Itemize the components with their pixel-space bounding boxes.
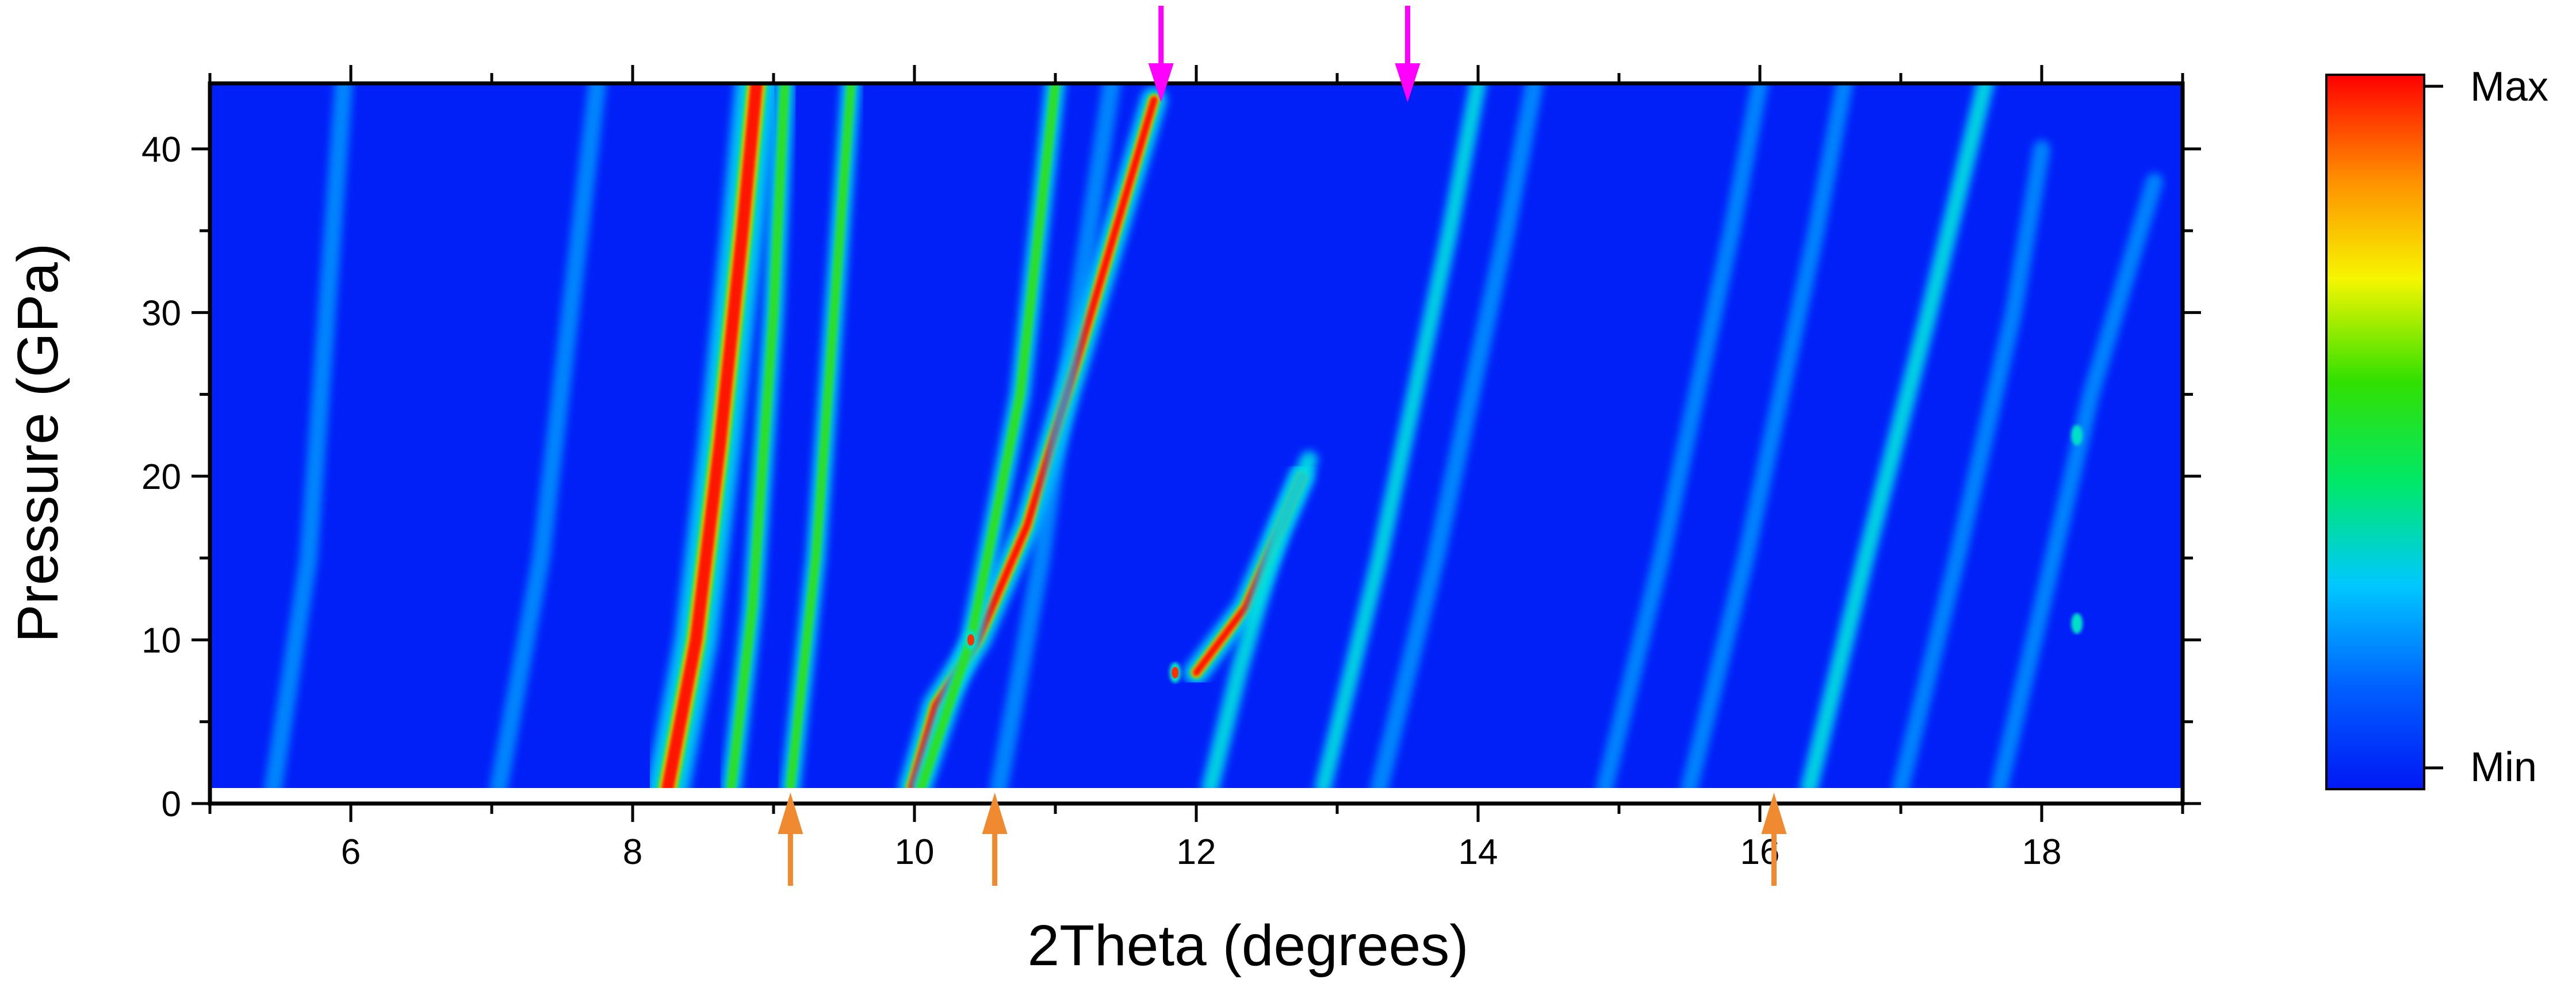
arrow-head — [982, 793, 1008, 834]
diffraction-line — [264, 83, 353, 788]
diffraction-line — [780, 83, 862, 788]
diffraction-spot — [1169, 662, 1181, 683]
y-tick-label: 30 — [141, 293, 181, 333]
diffraction-line — [1799, 83, 1995, 788]
diffraction-line-stroke — [1681, 83, 1853, 788]
diffraction-line-stroke — [726, 83, 790, 788]
diffraction-spot — [965, 629, 977, 651]
arrow-head — [1761, 793, 1787, 834]
y-tick-label: 40 — [141, 130, 181, 170]
x-tick-label: 12 — [1177, 832, 1216, 872]
spot-halo — [2071, 613, 2083, 634]
x-tick-label: 18 — [2022, 832, 2062, 872]
diffraction-line — [990, 83, 1121, 788]
x-axis-title: 2Theta (degrees) — [1027, 913, 1468, 978]
diffraction-line-stroke — [1892, 140, 2050, 788]
arrow-head — [1395, 63, 1421, 102]
annotation-arrows — [778, 6, 1787, 886]
diffraction-line — [645, 83, 779, 788]
y-tick-label: 10 — [141, 621, 181, 660]
peak-arrow-up — [1761, 793, 1787, 886]
peak-arrow-up — [982, 793, 1008, 886]
diffraction-line — [1991, 173, 2163, 788]
diffraction-line — [489, 83, 607, 788]
x-tick-label: 14 — [1459, 832, 1498, 872]
y-axis-ticks: 0 10 20 30 40 — [141, 130, 2201, 824]
diffraction-spot — [2071, 424, 2083, 446]
diffraction-line — [1596, 83, 1769, 788]
y-axis-title: Pressure (GPa) — [6, 243, 70, 643]
diffraction-line-stroke — [661, 83, 763, 788]
x-tick-label: 10 — [895, 832, 935, 872]
colorbar-max-label: Max — [2470, 64, 2548, 110]
diffraction-line — [1370, 83, 1544, 788]
spot-core — [1172, 667, 1179, 679]
diffraction-line — [720, 83, 796, 788]
diffraction-line — [1892, 140, 2050, 788]
diffraction-line-stroke — [1370, 83, 1544, 788]
diffraction-line — [1200, 450, 1319, 788]
diffraction-line-stroke — [1205, 454, 1315, 788]
diffraction-line-stroke — [908, 95, 1158, 788]
diffraction-spots — [965, 424, 2083, 683]
spot-core — [967, 634, 974, 646]
arrow-head — [1148, 63, 1174, 102]
diffraction-lines — [264, 83, 2163, 788]
peak-arrow-up — [778, 793, 803, 886]
arrow-head — [778, 793, 803, 834]
x-axis-ticks: 6 8 10 12 14 16 18 — [208, 65, 2184, 872]
diffraction-line-stroke — [1991, 173, 2163, 788]
diffraction-line-stroke — [1804, 83, 1991, 788]
diffraction-line-stroke — [1596, 83, 1769, 788]
diffraction-line — [1314, 83, 1488, 788]
pressure-arrow-down — [1395, 6, 1421, 102]
diffraction-line — [910, 83, 1066, 788]
x-tick-label: 6 — [341, 832, 361, 872]
diffraction-line-stroke — [489, 83, 607, 788]
colorbar-bar — [2325, 74, 2425, 790]
y-tick-label: 0 — [162, 785, 181, 824]
diffraction-line — [1681, 83, 1853, 788]
diffraction-line-stroke — [786, 83, 856, 788]
diffraction-line — [898, 86, 1168, 788]
diffraction-line-stroke — [917, 83, 1060, 788]
diffraction-line-stroke — [264, 83, 353, 788]
diffraction-line-stroke — [1318, 83, 1483, 788]
diffraction-spot — [2071, 613, 2083, 634]
spot-halo — [2071, 424, 2083, 446]
colorbar-min-label: Min — [2470, 744, 2537, 790]
pressure-arrow-down — [1148, 6, 1174, 102]
x-tick-label: 8 — [623, 832, 642, 872]
y-tick-label: 20 — [141, 457, 181, 497]
diffraction-line-stroke — [990, 83, 1121, 788]
colorbar: Max Min — [2325, 64, 2548, 790]
plot-area — [208, 81, 2185, 806]
